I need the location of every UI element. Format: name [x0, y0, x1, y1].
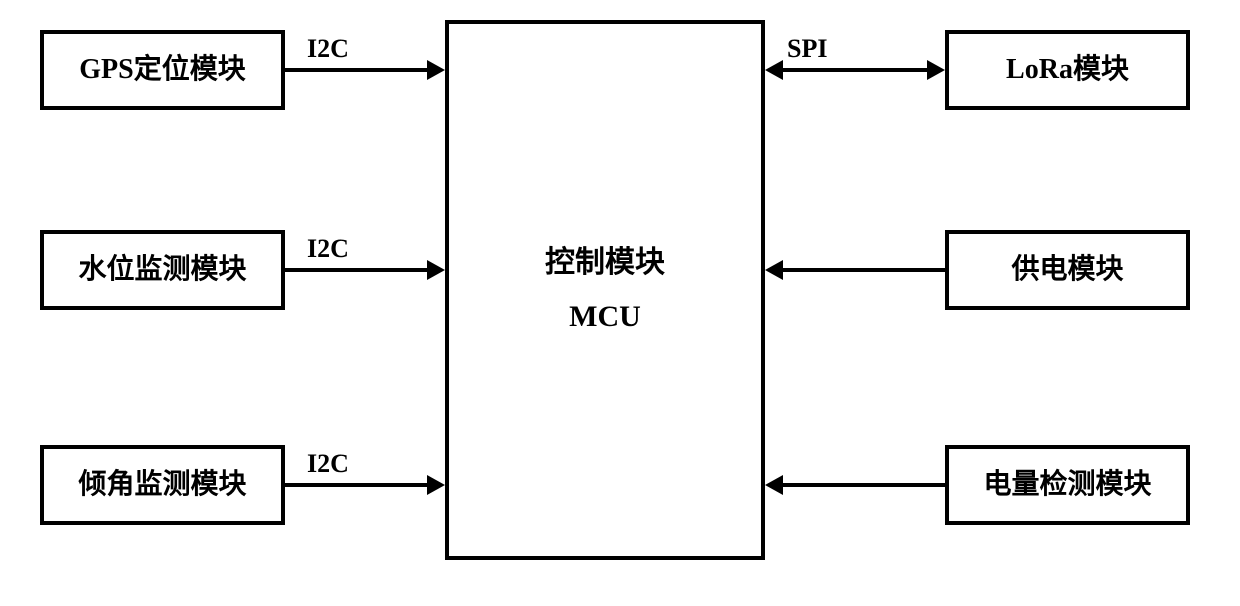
edge-battery-mcu-head-l — [765, 475, 783, 495]
gps-module-label: GPS定位模块 — [79, 45, 245, 95]
mcu-box: 控制模块 MCU — [445, 20, 765, 560]
edge-gps-mcu-label: I2C — [305, 34, 351, 64]
edge-mcu-lora-line — [783, 68, 927, 72]
battery-module-label: 电量检测模块 — [983, 460, 1151, 510]
edge-gps-mcu-line — [285, 68, 427, 72]
lora-module-box: LoRa模块 — [945, 30, 1190, 110]
tilt-module-box: 倾角监测模块 — [40, 445, 285, 525]
edge-water-mcu-label: I2C — [305, 234, 351, 264]
battery-module-box: 电量检测模块 — [945, 445, 1190, 525]
edge-tilt-mcu-label: I2C — [305, 449, 351, 479]
edge-mcu-lora-head-l — [765, 60, 783, 80]
edge-power-mcu-line — [783, 268, 945, 272]
power-module-label: 供电模块 — [1011, 245, 1123, 295]
water-level-module-box: 水位监测模块 — [40, 230, 285, 310]
gps-module-box: GPS定位模块 — [40, 30, 285, 110]
edge-water-mcu-head-r — [427, 260, 445, 280]
edge-gps-mcu-head-r — [427, 60, 445, 80]
edge-mcu-lora-head-r — [927, 60, 945, 80]
lora-module-label: LoRa模块 — [1006, 45, 1129, 95]
mcu-label: 控制模块 MCU — [545, 236, 665, 344]
power-module-box: 供电模块 — [945, 230, 1190, 310]
edge-battery-mcu-line — [783, 483, 945, 487]
edge-mcu-lora-label: SPI — [785, 34, 829, 64]
edge-tilt-mcu-head-r — [427, 475, 445, 495]
tilt-module-label: 倾角监测模块 — [78, 460, 246, 510]
edge-tilt-mcu-line — [285, 483, 427, 487]
edge-water-mcu-line — [285, 268, 427, 272]
edge-power-mcu-head-l — [765, 260, 783, 280]
water-level-module-label: 水位监测模块 — [78, 245, 246, 295]
